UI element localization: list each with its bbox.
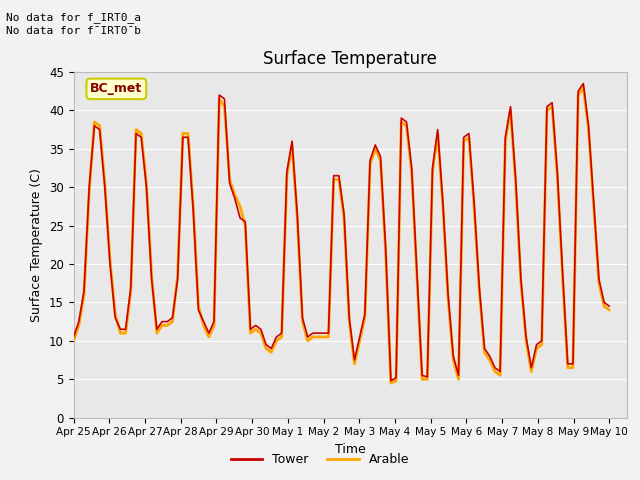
Text: BC_met: BC_met <box>90 83 143 96</box>
Legend: Tower, Arable: Tower, Arable <box>226 448 414 471</box>
Title: Surface Temperature: Surface Temperature <box>264 49 437 68</box>
Text: No data for f¯IRT0¯b: No data for f¯IRT0¯b <box>6 26 141 36</box>
X-axis label: Time: Time <box>335 443 366 456</box>
Text: No data for f_IRT0_a: No data for f_IRT0_a <box>6 12 141 23</box>
Y-axis label: Surface Temperature (C): Surface Temperature (C) <box>31 168 44 322</box>
